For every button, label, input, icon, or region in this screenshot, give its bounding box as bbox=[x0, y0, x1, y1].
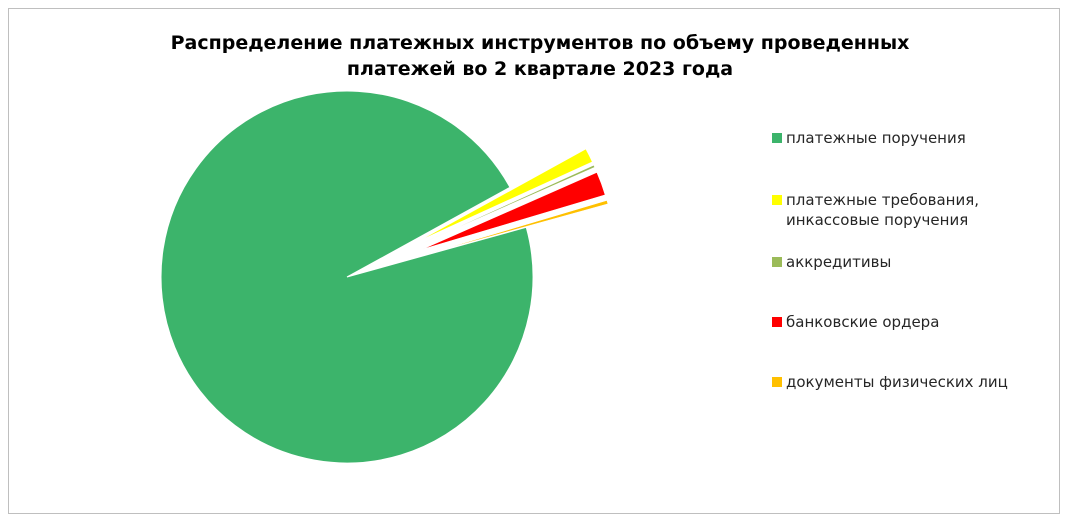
pie-slice-4 bbox=[421, 171, 606, 250]
legend-label-4-line-1: банковские ордера bbox=[786, 313, 940, 331]
chart-title-line-2: платежей во 2 квартале 2023 года bbox=[346, 58, 734, 80]
legend-label-2-line-1: платежные требования, bbox=[786, 191, 980, 209]
pie-slice-2 bbox=[418, 148, 593, 242]
chart-title: Распределение платежных инструментов по … bbox=[60, 30, 1020, 82]
legend-label-5-line-1: документы физических лиц bbox=[786, 373, 1008, 391]
legend-label-2-line-2: инкассовые поручения bbox=[786, 211, 969, 229]
pie-slice-5 bbox=[423, 200, 609, 256]
legend-swatch-2 bbox=[772, 195, 782, 205]
legend-item-5: документы физических лиц bbox=[772, 372, 1008, 392]
legend-item-3: аккредитивы bbox=[772, 252, 891, 272]
legend-swatch-4 bbox=[772, 317, 782, 327]
pie-slice-3 bbox=[419, 164, 596, 245]
legend-item-1: платежные поручения bbox=[772, 128, 966, 148]
legend-swatch-3 bbox=[772, 257, 782, 267]
legend-swatch-5 bbox=[772, 377, 782, 387]
legend-label-5: документы физических лиц bbox=[786, 372, 1008, 392]
legend-label-3: аккредитивы bbox=[786, 252, 891, 272]
pie-slice-1 bbox=[160, 90, 534, 464]
legend-label-4: банковские ордера bbox=[786, 312, 939, 332]
legend-label-3-line-1: аккредитивы bbox=[786, 253, 892, 271]
legend-item-4: банковские ордера bbox=[772, 312, 939, 332]
legend-label-2: платежные требования, инкассовые поручени… bbox=[786, 190, 979, 230]
legend-label-1: платежные поручения bbox=[786, 128, 966, 148]
legend-item-2: платежные требования, инкассовые поручени… bbox=[772, 190, 979, 230]
legend-swatch-1 bbox=[772, 133, 782, 143]
legend-label-1-line-1: платежные поручения bbox=[786, 129, 966, 147]
chart-title-line-1: Распределение платежных инструментов по … bbox=[170, 32, 910, 54]
